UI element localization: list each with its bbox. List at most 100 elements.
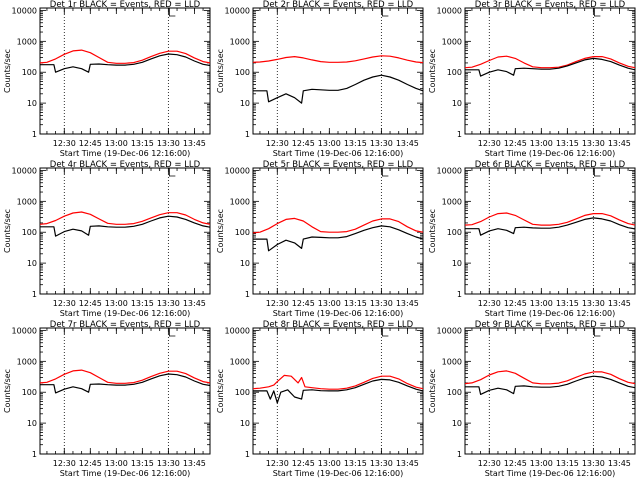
y-axis-label: Counts/sec <box>216 209 225 253</box>
y-tick-label: 1 <box>245 130 250 139</box>
x-tick-label: 12:45 <box>504 139 527 148</box>
x-tick-label: 13:45 <box>396 459 419 468</box>
y-tick-label: 1000 <box>442 197 462 206</box>
x-axis-label: Start Time (19-Dec-06 12:16:00) <box>273 309 404 318</box>
plot-frame <box>39 7 211 135</box>
x-tick-label: 13:30 <box>582 299 605 308</box>
x-tick-label: 12:30 <box>53 139 76 148</box>
lld-series-line <box>39 211 211 225</box>
lld-series-line <box>252 374 424 390</box>
x-tick-label: 13:00 <box>530 459 553 468</box>
x-tick-label: 13:00 <box>105 459 128 468</box>
x-axis-label: Start Time (19-Dec-06 12:16:00) <box>60 149 191 158</box>
y-tick-label: 10000 <box>437 166 462 175</box>
y-tick-label: 100 <box>447 68 462 77</box>
y-tick-label: 10 <box>27 99 37 108</box>
panel-5: 1 10 100 1000 10000 12:30 12:45 13:00 13:15 13:30… <box>216 160 424 318</box>
plot-frame <box>39 327 211 455</box>
x-tick-label: 13:30 <box>582 139 605 148</box>
panel-title: Det 8r BLACK = Events, RED = LLD <box>263 320 414 330</box>
x-tick-label: 13:15 <box>344 139 367 148</box>
plot-frame <box>464 7 636 135</box>
y-tick-label: 10 <box>452 259 462 268</box>
panel-title: Det 6r BLACK = Events, RED = LLD <box>475 160 626 170</box>
x-tick-label: 13:00 <box>318 139 341 148</box>
x-tick-label: 12:30 <box>53 299 76 308</box>
x-tick-label: 12:45 <box>79 139 102 148</box>
x-tick-label: 13:30 <box>157 299 180 308</box>
x-tick-label: 13:45 <box>608 459 631 468</box>
x-tick-label: 13:00 <box>105 139 128 148</box>
x-tick-label: 12:45 <box>504 459 527 468</box>
y-tick-label: 10 <box>452 419 462 428</box>
y-tick-label: 1 <box>457 290 462 299</box>
x-tick-label: 13:30 <box>370 139 393 148</box>
events-series-line <box>40 53 211 73</box>
x-tick-label: 13:15 <box>344 299 367 308</box>
y-tick-label: 100 <box>447 388 462 397</box>
y-tick-label: 10 <box>240 419 250 428</box>
events-series-line <box>253 378 424 404</box>
y-tick-label: 10 <box>27 419 37 428</box>
x-tick-label: 13:00 <box>105 299 128 308</box>
y-tick-label: 1 <box>457 450 462 459</box>
x-tick-label: 13:30 <box>370 299 393 308</box>
y-axis-label: Counts/sec <box>428 209 437 253</box>
y-axis-label: Counts/sec <box>216 369 225 413</box>
y-tick-label: 10000 <box>225 6 250 15</box>
x-tick-label: 12:45 <box>292 139 315 148</box>
y-tick-label: 1000 <box>230 357 250 366</box>
bracket-marker <box>381 168 389 177</box>
x-tick-label: 12:30 <box>266 459 289 468</box>
x-tick-label: 13:45 <box>183 139 206 148</box>
y-tick-label: 1 <box>245 290 250 299</box>
y-tick-label: 100 <box>235 228 250 237</box>
bracket-marker <box>593 168 601 177</box>
y-tick-label: 10 <box>452 99 462 108</box>
x-tick-label: 13:45 <box>396 139 419 148</box>
x-tick-label: 12:30 <box>478 459 501 468</box>
y-tick-label: 10000 <box>437 6 462 15</box>
y-tick-label: 10 <box>27 259 37 268</box>
x-tick-label: 13:30 <box>370 459 393 468</box>
panel-9: 1 10 100 1000 10000 12:30 12:45 13:00 13:15 13:30… <box>428 320 636 478</box>
x-tick-label: 13:15 <box>131 139 154 148</box>
events-series-line <box>465 375 636 395</box>
x-tick-label: 13:00 <box>318 459 341 468</box>
y-tick-label: 1000 <box>442 37 462 46</box>
bracket-marker <box>168 8 176 17</box>
x-tick-label: 12:30 <box>266 139 289 148</box>
x-axis-label: Start Time (19-Dec-06 12:16:00) <box>485 469 616 478</box>
events-series-line <box>253 74 424 104</box>
x-tick-label: 12:45 <box>292 459 315 468</box>
y-tick-label: 1 <box>32 450 37 459</box>
bracket-marker <box>593 328 601 337</box>
x-tick-label: 13:30 <box>582 459 605 468</box>
y-tick-label: 1000 <box>442 357 462 366</box>
y-tick-label: 1000 <box>230 197 250 206</box>
x-tick-label: 13:45 <box>396 299 419 308</box>
y-tick-label: 100 <box>22 388 37 397</box>
x-tick-label: 13:15 <box>344 459 367 468</box>
x-tick-label: 13:30 <box>157 139 180 148</box>
y-tick-label: 100 <box>235 388 250 397</box>
panel-3: 1 10 100 1000 10000 12:30 12:45 13:00 13:15 13:30… <box>428 0 636 158</box>
plot-frame <box>252 7 424 135</box>
y-tick-label: 1 <box>457 130 462 139</box>
y-axis-label: Counts/sec <box>216 49 225 93</box>
y-axis-label: Counts/sec <box>3 209 12 253</box>
y-tick-label: 1000 <box>17 357 37 366</box>
x-tick-label: 12:45 <box>79 459 102 468</box>
panel-title: Det 4r BLACK = Events, RED = LLD <box>50 160 201 170</box>
x-axis-label: Start Time (19-Dec-06 12:16:00) <box>60 469 191 478</box>
x-axis-label: Start Time (19-Dec-06 12:16:00) <box>485 309 616 318</box>
x-tick-label: 13:15 <box>131 459 154 468</box>
lld-series-line <box>39 49 211 64</box>
y-tick-label: 10 <box>240 99 250 108</box>
panel-2: 1 10 100 1000 10000 12:30 12:45 13:00 13:15 13:30… <box>216 0 424 158</box>
x-tick-label: 12:30 <box>478 299 501 308</box>
events-series-line <box>40 373 211 394</box>
x-tick-label: 12:30 <box>53 459 76 468</box>
x-tick-label: 13:00 <box>530 139 553 148</box>
x-tick-label: 13:00 <box>318 299 341 308</box>
